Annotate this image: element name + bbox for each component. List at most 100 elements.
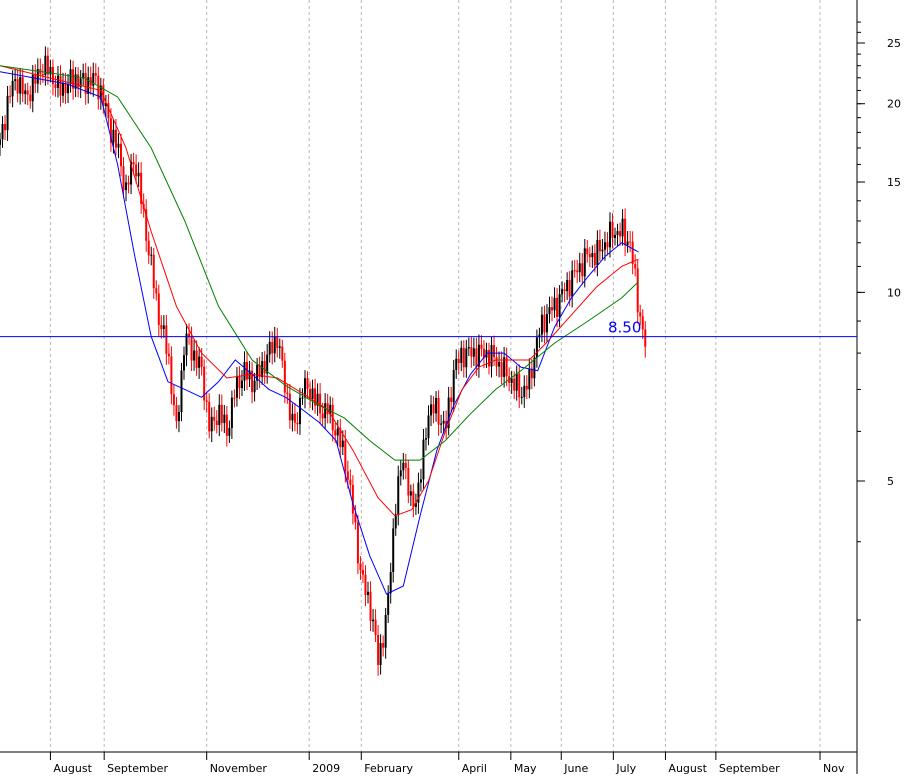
candle-body: [568, 280, 571, 297]
candle-body: [127, 182, 130, 185]
candle-body: [54, 84, 57, 88]
candle-body: [495, 357, 498, 367]
candle-body: [185, 333, 188, 356]
candle-body: [533, 357, 536, 379]
candle-body: [455, 358, 458, 371]
candle-body: [440, 423, 443, 425]
x-axis-ticks: August September November 2009 February April…: [49, 752, 845, 775]
candle-body: [450, 397, 453, 403]
candle-body: [387, 593, 390, 615]
x-tick-label: February: [364, 762, 413, 774]
candle-body: [309, 388, 312, 400]
candle-body: [314, 388, 317, 406]
candle-body: [122, 166, 125, 191]
candle-body: [525, 385, 528, 390]
candle-body: [457, 358, 460, 364]
candle-body: [233, 397, 236, 399]
candle-body: [316, 393, 319, 406]
x-tick-label: 2009: [312, 762, 340, 774]
candle-body: [452, 370, 455, 403]
candle-body: [427, 415, 430, 439]
candle-body: [616, 231, 619, 235]
candle-body: [538, 334, 541, 338]
candle-body: [167, 353, 170, 357]
candle-body: [46, 55, 49, 75]
candle-body: [215, 420, 218, 426]
candle-body: [334, 430, 337, 436]
candle-body: [356, 522, 359, 564]
candle-body: [268, 341, 271, 355]
candle-body: [223, 414, 226, 424]
candle-body: [152, 254, 155, 289]
candle-body: [460, 347, 463, 364]
candle-body: [566, 280, 569, 292]
candle-body: [518, 373, 521, 398]
candle-body: [59, 75, 62, 96]
candle-body: [372, 619, 375, 622]
candle-body: [41, 74, 44, 76]
candle-body: [283, 360, 286, 393]
candle-body: [200, 356, 203, 367]
candle-body: [530, 368, 533, 379]
candle-body: [1, 124, 4, 140]
candle-body: [79, 78, 82, 88]
candle-body: [67, 84, 70, 94]
candle-body: [82, 73, 85, 79]
candle-body: [629, 241, 632, 243]
candle-body: [409, 491, 412, 496]
candle-body: [135, 164, 138, 177]
candle-body: [276, 336, 279, 348]
candle-body: [321, 413, 324, 419]
candle-body: [29, 94, 32, 102]
candle-body: [639, 312, 642, 317]
candle-body: [273, 336, 276, 354]
candle-body: [165, 325, 168, 354]
candle-body: [271, 341, 274, 354]
candle-body: [573, 270, 576, 272]
candle-body: [107, 103, 110, 119]
candle-body: [293, 413, 296, 423]
candle-body: [172, 394, 175, 406]
candle-body: [422, 439, 425, 480]
candle-body: [288, 393, 291, 421]
candle-body: [369, 591, 372, 622]
candle-body: [145, 209, 148, 241]
candle-body: [601, 249, 604, 252]
candle-body: [190, 337, 193, 361]
candle-body: [56, 75, 59, 88]
candle-body: [384, 614, 387, 648]
candle-body: [553, 297, 556, 311]
candle-body: [238, 376, 241, 389]
candle-body: [16, 79, 19, 94]
candle-body: [377, 634, 380, 665]
y-tick-label: 15: [887, 176, 901, 189]
candle-body: [69, 69, 72, 85]
candle-body: [251, 370, 254, 393]
candle-body: [614, 234, 617, 239]
candle-body: [188, 333, 191, 338]
candle-body: [344, 440, 347, 472]
candle-body: [278, 346, 281, 348]
y-tick-label: 5: [887, 475, 894, 488]
candle-body: [26, 90, 29, 95]
x-tick-label: August: [668, 762, 707, 774]
candle-body: [256, 364, 259, 381]
candle-body: [634, 263, 637, 269]
candle-body: [34, 74, 37, 84]
candle-body: [303, 378, 306, 398]
candle-body: [374, 619, 377, 635]
candle-body: [339, 428, 342, 448]
y-tick-label: 20: [887, 98, 901, 111]
candle-body: [235, 376, 238, 398]
candle-body: [510, 378, 513, 383]
candle-body: [4, 124, 7, 131]
candle-body: [266, 354, 269, 374]
candle-body: [9, 95, 12, 97]
candle-body: [225, 414, 228, 436]
candle-body: [581, 263, 584, 277]
candle-body: [644, 329, 647, 347]
candle-body: [198, 356, 201, 368]
candle-body: [447, 397, 450, 429]
candle-body: [513, 378, 516, 391]
moving-average-line-1: [0, 71, 639, 595]
